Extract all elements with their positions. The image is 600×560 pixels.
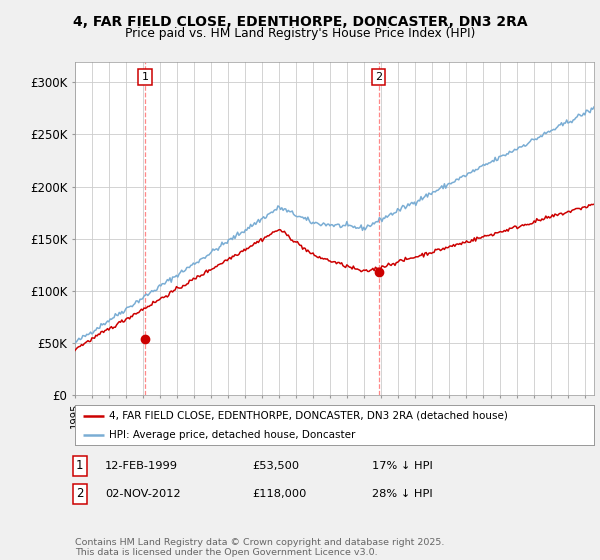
Text: £53,500: £53,500 [252, 461, 299, 471]
Text: 2: 2 [76, 487, 83, 501]
Text: £118,000: £118,000 [252, 489, 307, 499]
Text: Price paid vs. HM Land Registry's House Price Index (HPI): Price paid vs. HM Land Registry's House … [125, 27, 475, 40]
Text: 12-FEB-1999: 12-FEB-1999 [105, 461, 178, 471]
Text: 17% ↓ HPI: 17% ↓ HPI [372, 461, 433, 471]
Text: 28% ↓ HPI: 28% ↓ HPI [372, 489, 433, 499]
Text: 4, FAR FIELD CLOSE, EDENTHORPE, DONCASTER, DN3 2RA: 4, FAR FIELD CLOSE, EDENTHORPE, DONCASTE… [73, 15, 527, 29]
Text: HPI: Average price, detached house, Doncaster: HPI: Average price, detached house, Donc… [109, 430, 355, 440]
Text: 2: 2 [375, 72, 382, 82]
Text: Contains HM Land Registry data © Crown copyright and database right 2025.
This d: Contains HM Land Registry data © Crown c… [75, 538, 445, 557]
Text: 4, FAR FIELD CLOSE, EDENTHORPE, DONCASTER, DN3 2RA (detached house): 4, FAR FIELD CLOSE, EDENTHORPE, DONCASTE… [109, 411, 508, 421]
Text: 02-NOV-2012: 02-NOV-2012 [105, 489, 181, 499]
Text: 1: 1 [76, 459, 83, 473]
Text: 1: 1 [142, 72, 149, 82]
